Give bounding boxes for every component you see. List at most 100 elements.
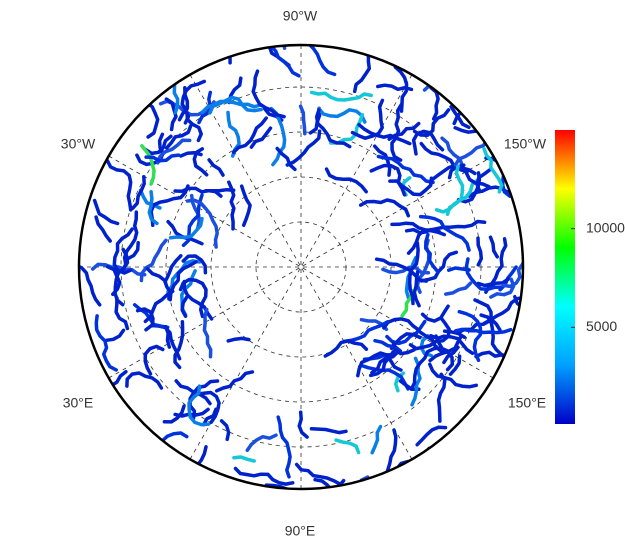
colorbar-tick-label: 10000 bbox=[586, 219, 625, 235]
river bbox=[428, 334, 464, 363]
river bbox=[144, 101, 160, 139]
river bbox=[125, 371, 164, 390]
river bbox=[144, 153, 181, 163]
river bbox=[114, 296, 130, 331]
river bbox=[168, 216, 204, 240]
river bbox=[178, 277, 208, 319]
river bbox=[105, 265, 122, 297]
river bbox=[200, 99, 263, 114]
river bbox=[245, 433, 278, 453]
river bbox=[309, 427, 348, 435]
river bbox=[92, 198, 120, 226]
river bbox=[281, 45, 288, 50]
river bbox=[180, 295, 189, 318]
map-border bbox=[77, 43, 525, 491]
river bbox=[408, 316, 451, 351]
river bbox=[297, 410, 309, 439]
river bbox=[412, 108, 451, 137]
river bbox=[94, 314, 118, 372]
river bbox=[174, 379, 212, 406]
river bbox=[387, 121, 421, 141]
river bbox=[376, 83, 414, 92]
river bbox=[411, 129, 445, 156]
river bbox=[79, 254, 81, 273]
river bbox=[207, 158, 225, 177]
river bbox=[172, 84, 180, 115]
river bbox=[507, 159, 523, 194]
river bbox=[125, 241, 140, 261]
river bbox=[473, 298, 502, 332]
river bbox=[285, 129, 322, 167]
river bbox=[227, 45, 245, 65]
river bbox=[251, 69, 286, 119]
river bbox=[94, 215, 112, 243]
river bbox=[294, 462, 348, 489]
river bbox=[239, 184, 252, 227]
river bbox=[143, 344, 165, 376]
river bbox=[202, 307, 213, 359]
river bbox=[313, 477, 342, 489]
meridian bbox=[108, 155, 494, 379]
river bbox=[275, 146, 297, 172]
river bbox=[404, 255, 418, 300]
river bbox=[109, 369, 128, 388]
river bbox=[298, 104, 307, 136]
river bbox=[163, 324, 172, 349]
river bbox=[90, 262, 147, 277]
river bbox=[192, 147, 209, 177]
river bbox=[231, 116, 268, 155]
latitude-circle bbox=[255, 221, 347, 313]
river bbox=[475, 167, 492, 193]
rivers bbox=[79, 45, 523, 489]
river bbox=[428, 362, 479, 389]
river bbox=[482, 147, 504, 194]
river bbox=[195, 445, 208, 468]
river bbox=[376, 154, 435, 185]
river bbox=[233, 466, 295, 486]
river bbox=[177, 85, 190, 122]
river bbox=[309, 90, 373, 102]
river bbox=[162, 404, 186, 424]
river bbox=[488, 235, 499, 259]
river bbox=[419, 250, 459, 283]
river bbox=[442, 345, 460, 365]
river bbox=[204, 187, 236, 193]
river bbox=[173, 319, 185, 370]
river bbox=[446, 266, 471, 272]
river bbox=[276, 415, 292, 479]
river bbox=[476, 236, 484, 267]
river bbox=[372, 144, 392, 177]
river bbox=[185, 110, 203, 143]
river bbox=[156, 138, 192, 165]
river bbox=[436, 372, 447, 423]
river bbox=[197, 90, 213, 125]
longitude-label: 90°W bbox=[283, 8, 318, 24]
river bbox=[409, 346, 443, 391]
river bbox=[130, 174, 146, 211]
river bbox=[391, 340, 416, 356]
river bbox=[388, 176, 434, 197]
meridian bbox=[189, 74, 413, 460]
river bbox=[356, 351, 403, 378]
river bbox=[105, 158, 133, 212]
river bbox=[370, 424, 383, 455]
longitude-label: 90°E bbox=[285, 523, 316, 539]
river bbox=[140, 144, 156, 186]
river bbox=[352, 45, 377, 94]
river bbox=[334, 438, 361, 455]
river bbox=[249, 126, 273, 149]
river bbox=[201, 407, 218, 427]
river bbox=[139, 238, 168, 283]
river bbox=[385, 428, 398, 473]
river bbox=[120, 210, 139, 273]
river bbox=[357, 123, 412, 146]
river bbox=[350, 98, 385, 140]
longitude-label: 150°W bbox=[504, 136, 547, 152]
river bbox=[323, 339, 369, 358]
longitude-label: 150°E bbox=[508, 395, 546, 411]
river bbox=[445, 164, 465, 216]
river bbox=[482, 287, 523, 326]
river bbox=[226, 336, 251, 343]
river bbox=[476, 237, 508, 288]
river bbox=[324, 167, 368, 194]
